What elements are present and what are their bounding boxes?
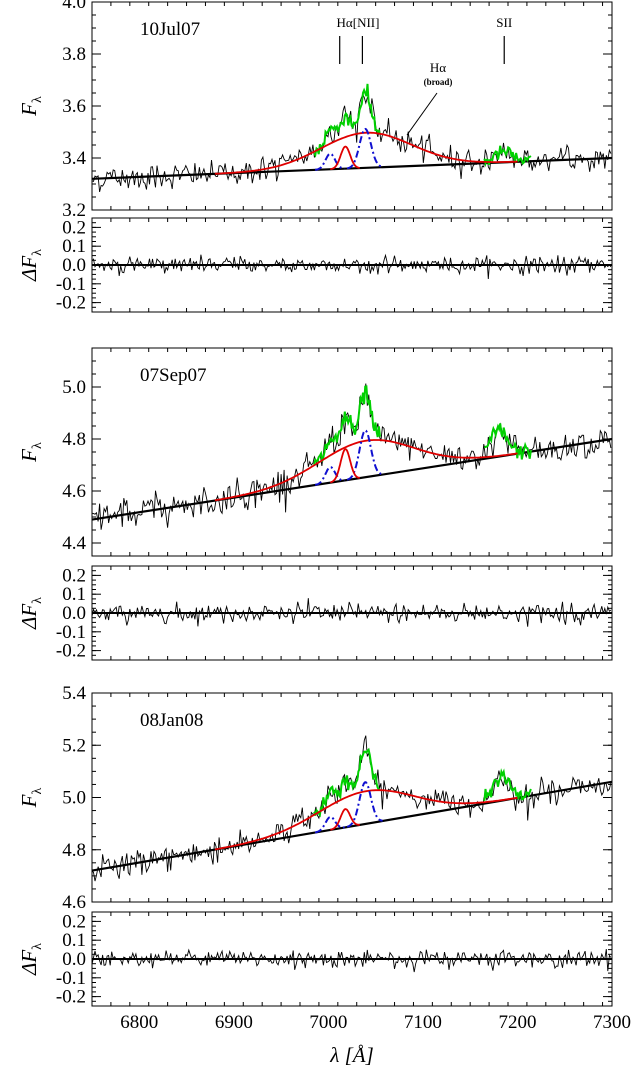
residual-panel-0-ytick-label: 0.2 bbox=[62, 217, 86, 238]
residual-plot-0 bbox=[92, 253, 612, 280]
x-tick-label: 7200 bbox=[498, 1012, 536, 1033]
residual-panel-2-ylabel: ΔFλ bbox=[17, 943, 45, 976]
residual-panel-2-ytick-label: -0.2 bbox=[56, 987, 86, 1008]
nii-line-1 bbox=[346, 429, 383, 481]
residual-plot-2 bbox=[92, 948, 612, 973]
residual-panel-0-ylabel: ΔFλ bbox=[17, 249, 45, 282]
nii-line-0 bbox=[314, 152, 345, 171]
flux-panel-1-ylabel: Fλ bbox=[17, 442, 45, 463]
flux-panel-0-ylabel: Fλ bbox=[17, 96, 45, 117]
annotation-halpha-nii: Hα[NII] bbox=[337, 15, 380, 30]
residual-panel-0-ylabel-group: ΔFλ bbox=[17, 249, 45, 282]
narrow-halpha-component bbox=[330, 145, 360, 170]
continuum-fit bbox=[92, 437, 612, 521]
residual-spectrum bbox=[92, 948, 612, 973]
x-tick-label: 6800 bbox=[120, 1012, 158, 1033]
residual-panel-2-ylabel-group: ΔFλ bbox=[17, 943, 45, 976]
flux-panel-0-ytick-label: 3.8 bbox=[62, 44, 86, 65]
flux-panel-2-ytick-label: 5.0 bbox=[62, 788, 86, 809]
annotation-broad-note: (broad) bbox=[424, 77, 453, 87]
annotation-pointer bbox=[406, 92, 438, 136]
flux-plot-0 bbox=[92, 83, 612, 193]
residual-panel-2-ytick-label: 0.2 bbox=[62, 911, 86, 932]
flux-panel-0-ytick-label: 3.4 bbox=[62, 148, 86, 169]
x-tick-label: 7000 bbox=[309, 1012, 347, 1033]
nii-line-0 bbox=[314, 466, 345, 486]
nii-line-0 bbox=[314, 815, 345, 834]
annotation-halpha-broad: Hα bbox=[430, 60, 446, 75]
nii-line-1 bbox=[346, 127, 383, 170]
residual-panel-2-ytick-label: 0.1 bbox=[62, 930, 86, 951]
flux-panel-0-ylabel-group: Fλ bbox=[17, 96, 45, 117]
flux-panel-0-ytick-label: 3.2 bbox=[62, 200, 86, 221]
residual-panel-2-ytick-label: -0.1 bbox=[56, 968, 86, 989]
flux-panel-2-ytick-label: 5.4 bbox=[62, 683, 86, 704]
flux-panel-2-ytick-label: 4.6 bbox=[62, 892, 86, 913]
residual-panel-1-ytick-label: -0.1 bbox=[56, 622, 86, 643]
annotation-sii: SII bbox=[496, 15, 512, 30]
residual-spectrum bbox=[92, 253, 612, 280]
residual-panel-1-ytick-label: -0.2 bbox=[56, 641, 86, 662]
residual-panel-2-ytick-label: 0.0 bbox=[62, 949, 86, 970]
flux-plot-2 bbox=[92, 735, 612, 882]
residual-panel-1-ylabel-group: ΔFλ bbox=[17, 597, 45, 630]
flux-panel-0-ytick-label: 4.0 bbox=[62, 0, 86, 13]
narrow-halpha-component bbox=[330, 808, 360, 831]
x-tick-label: 7100 bbox=[404, 1012, 442, 1033]
flux-panel-1-ytick-label: 4.6 bbox=[62, 481, 86, 502]
residual-panel-0-ytick-label: -0.1 bbox=[56, 274, 86, 295]
residual-panel-0-ytick-label: 0.1 bbox=[62, 236, 86, 257]
total-model-halpha bbox=[313, 83, 381, 158]
residual-panel-0-ytick-label: 0.0 bbox=[62, 255, 86, 276]
x-tick-label: 6900 bbox=[215, 1012, 253, 1033]
broad-halpha-component bbox=[214, 789, 518, 851]
epoch-date-label: 08Jan08 bbox=[140, 710, 203, 731]
flux-panel-2-ytick-label: 5.2 bbox=[62, 735, 86, 756]
x-axis-label: λ [Å] bbox=[329, 1043, 374, 1067]
total-model-halpha bbox=[313, 385, 381, 465]
flux-plot-1 bbox=[92, 383, 612, 530]
residual-panel-1-ytick-label: 0.1 bbox=[62, 584, 86, 605]
x-tick-label: 7300 bbox=[593, 1012, 631, 1033]
flux-panel-2-ylabel-group: Fλ bbox=[17, 787, 45, 808]
nii-line-1 bbox=[346, 781, 383, 828]
flux-panel-2-ylabel: Fλ bbox=[17, 787, 45, 808]
observed-spectrum bbox=[92, 93, 612, 193]
total-model-halpha bbox=[313, 747, 381, 818]
epoch-date-label: 07Sep07 bbox=[140, 365, 207, 386]
flux-panel-1-ytick-label: 5.0 bbox=[62, 377, 86, 398]
epoch-date-label: 10Jul07 bbox=[140, 19, 200, 40]
flux-panel-1-ytick-label: 4.8 bbox=[62, 429, 86, 450]
broad-halpha-component bbox=[214, 131, 518, 175]
residual-panel-0-ytick-label: -0.2 bbox=[56, 293, 86, 314]
residual-panel-1-ytick-label: 0.2 bbox=[62, 565, 86, 586]
continuum-fit bbox=[92, 156, 612, 180]
flux-panel-1-ylabel-group: Fλ bbox=[17, 442, 45, 463]
flux-panel-2-ytick-label: 4.8 bbox=[62, 840, 86, 861]
flux-panel-0-ytick-label: 3.6 bbox=[62, 96, 86, 117]
residual-plot-1 bbox=[92, 598, 612, 627]
observed-spectrum bbox=[92, 735, 612, 882]
total-model-sii bbox=[483, 423, 532, 460]
total-model-sii bbox=[483, 768, 532, 801]
residual-panel-1-ytick-label: 0.0 bbox=[62, 603, 86, 624]
total-model-sii bbox=[483, 145, 532, 168]
flux-panel-1-ytick-label: 4.4 bbox=[62, 533, 86, 554]
residual-spectrum bbox=[92, 598, 612, 627]
residual-panel-1-ylabel: ΔFλ bbox=[17, 597, 45, 630]
narrow-halpha-component bbox=[329, 448, 360, 484]
broad-halpha-component bbox=[214, 439, 518, 502]
